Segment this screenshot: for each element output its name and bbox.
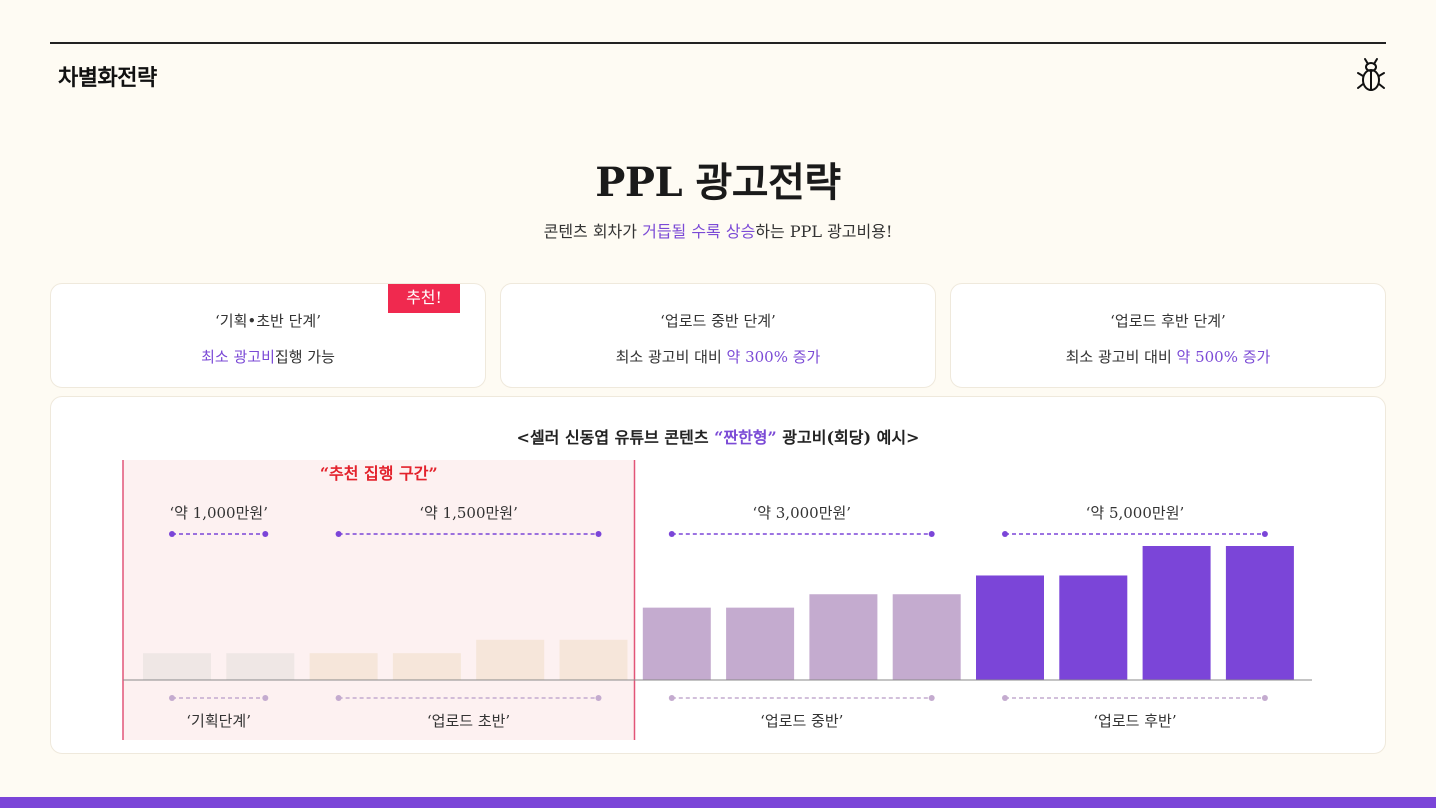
card-description: 최소 광고비 대비 약 300% 증가	[501, 346, 935, 367]
footer-bar	[0, 797, 1436, 808]
recommended-badge: 추천!	[388, 284, 460, 313]
stage-card-mid: ‘업로드 중반 단계’ 최소 광고비 대비 약 300% 증가	[500, 283, 936, 388]
card-title: ‘업로드 중반 단계’	[660, 312, 776, 330]
header-title: 차별화전략	[58, 66, 157, 91]
chart-title-highlight: “짠한형”	[714, 428, 777, 447]
card-desc-text: 최소 광고비 대비	[615, 348, 727, 366]
subtitle-text-before: 콘텐츠 회차가	[543, 222, 643, 241]
card-description: 최소 광고비 대비 약 500% 증가	[951, 346, 1385, 367]
chart-title-before: <셀러 신동엽 유튜브 콘텐츠	[516, 428, 715, 447]
card-title: ‘업로드 후반 단계’	[1110, 312, 1226, 330]
stage-card-late: ‘업로드 후반 단계’ 최소 광고비 대비 약 500% 증가	[950, 283, 1386, 388]
page-title: PPL 광고전략	[595, 159, 841, 206]
card-title: ‘기획•초반 단계’	[215, 312, 321, 330]
header-rule	[50, 42, 1386, 44]
chart-panel	[50, 396, 1386, 754]
card-desc-text: 최소 광고비 대비	[1065, 348, 1177, 366]
card-desc-highlight: 약 500% 증가	[1176, 348, 1271, 366]
card-desc-highlight: 최소 광고비	[201, 348, 275, 366]
card-desc-text: 집행 가능	[274, 348, 335, 366]
chart-title-after: 광고비(회당) 예시>	[776, 428, 920, 447]
page-subtitle: 콘텐츠 회차가 거듭될 수록 상승하는 PPL 광고비용!	[0, 218, 1436, 242]
chart-title: <셀러 신동엽 유튜브 콘텐츠 “짠한형” 광고비(회당) 예시>	[0, 424, 1436, 448]
subtitle-text-after: 하는 PPL 광고비용!	[755, 222, 893, 241]
card-desc-highlight: 약 300% 증가	[726, 348, 821, 366]
card-description: 최소 광고비집행 가능	[51, 346, 485, 367]
stage-card-planning: ‘기획•초반 단계’ 최소 광고비집행 가능 추천!	[50, 283, 486, 388]
subtitle-highlight: 거듭될 수록 상승	[642, 222, 756, 241]
beetle-icon	[1357, 58, 1385, 91]
